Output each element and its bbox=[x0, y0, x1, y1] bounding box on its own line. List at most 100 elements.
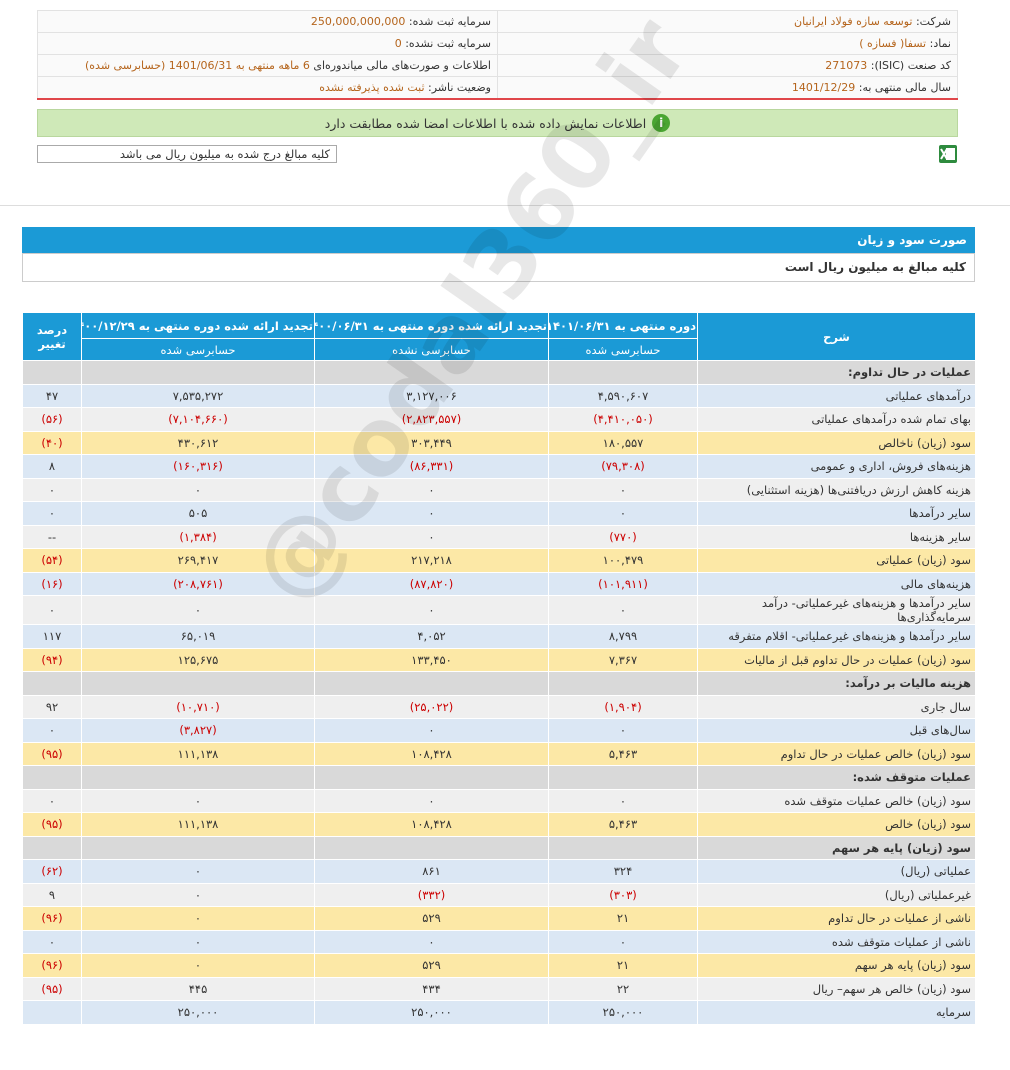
value-cell: ۰ bbox=[548, 501, 698, 526]
value-cell: ۰ bbox=[314, 788, 549, 813]
info-cell: شرکت: توسعه سازه فولاد ایرانیان bbox=[497, 10, 958, 33]
value-cell: ۰ bbox=[314, 595, 549, 625]
header-row: حسابرسی شده حسابرسی نشده حسابرسی شده bbox=[23, 338, 976, 361]
value-cell: (۲,۸۲۳,۵۵۷) bbox=[314, 407, 549, 432]
info-icon: i bbox=[652, 114, 671, 132]
value-cell: (۱۶۰,۳۱۶) bbox=[81, 454, 315, 479]
column-header: تجدید ارائه شده دوره منتهی به ۱۴۰۰/۰۶/۳۱ bbox=[314, 312, 549, 339]
column-header: تجدید ارائه شده دوره منتهی به ۱۴۰۰/۱۲/۲۹ bbox=[81, 312, 315, 339]
empty-cell bbox=[548, 765, 698, 790]
info-cell: سرمایه ثبت نشده: 0 bbox=[37, 32, 498, 55]
row-label: سال‌های قبل bbox=[697, 718, 976, 743]
data-row: سایر درآمدها و هزینه‌های غیرعملیاتی- درآ… bbox=[22, 595, 976, 625]
row-label: سود (زیان) خالص هر سهم– ریال bbox=[697, 976, 976, 1001]
value-cell: ۰ bbox=[314, 477, 549, 502]
info-label: سال مالی منتهی به: bbox=[858, 81, 951, 94]
excel-icon[interactable] bbox=[938, 144, 958, 164]
value-cell: ۰ bbox=[81, 859, 315, 884]
value-cell: ۵,۴۶۳ bbox=[548, 741, 698, 766]
info-value: تسفا( فسازه ) bbox=[859, 37, 927, 50]
info-value: 271073 bbox=[825, 59, 868, 72]
row-label: سود (زیان) پایه هر سهم bbox=[697, 953, 976, 978]
info-value: توسعه سازه فولاد ایرانیان bbox=[794, 15, 913, 28]
value-cell: (۷۹,۳۰۸) bbox=[548, 454, 698, 479]
row-label: غیرعملیاتی (ریال) bbox=[697, 882, 976, 907]
section-row: عملیات در حال تداوم: bbox=[22, 360, 976, 385]
change-cell: (۵۴) bbox=[22, 548, 82, 573]
value-cell: ۰ bbox=[548, 929, 698, 954]
change-cell: ۴۷ bbox=[22, 383, 82, 408]
row-label: سود (زیان) خالص bbox=[697, 812, 976, 837]
info-label: شرکت: bbox=[915, 15, 951, 28]
value-cell: ۰ bbox=[548, 718, 698, 743]
notice-bar: i اطلاعات نمایش داده شده با اطلاعات امضا … bbox=[37, 109, 958, 137]
info-value: 1401/12/29 bbox=[791, 81, 856, 94]
info-cell: نماد: تسفا( فسازه ) bbox=[497, 32, 958, 55]
row-label: ناشی از عملیات در حال تداوم bbox=[697, 906, 976, 931]
value-cell: ۰ bbox=[548, 788, 698, 813]
column-subheader: حسابرسی شده bbox=[548, 338, 698, 361]
value-cell: ۱۱۱,۱۳۸ bbox=[81, 741, 315, 766]
company-info: شرکت: توسعه سازه فولاد ایرانیان سرمایه ثب… bbox=[37, 10, 958, 100]
value-cell: (۱,۳۸۴) bbox=[81, 524, 315, 549]
row-label: سود (زیان) ناخالص bbox=[697, 430, 976, 455]
empty-cell bbox=[81, 360, 315, 385]
row-label: سود (زیان) خالص عملیات متوقف شده bbox=[697, 788, 976, 813]
empty-cell bbox=[314, 671, 549, 696]
value-cell: (۱,۹۰۴) bbox=[548, 694, 698, 719]
row-label: سایر درآمدها و هزینه‌های غیرعملیاتی- اقل… bbox=[697, 624, 976, 649]
value-cell: ۳۰۳,۴۴۹ bbox=[314, 430, 549, 455]
row-label: سرمایه bbox=[697, 1000, 976, 1025]
empty-cell bbox=[314, 765, 549, 790]
row-label: سایر درآمدها و هزینه‌های غیرعملیاتی- درآ… bbox=[697, 595, 976, 625]
change-cell: ۹ bbox=[22, 882, 82, 907]
value-cell: ۲۵۰,۰۰۰ bbox=[314, 1000, 549, 1025]
empty-cell bbox=[22, 1000, 82, 1025]
empty-cell bbox=[22, 835, 82, 860]
value-cell: ۵۲۹ bbox=[314, 953, 549, 978]
section-title: سود (زیان) پایه هر سهم bbox=[697, 835, 976, 860]
value-cell: ۱۰۸,۴۲۸ bbox=[314, 812, 549, 837]
value-cell: (۳,۸۲۷) bbox=[81, 718, 315, 743]
value-cell: ۰ bbox=[81, 906, 315, 931]
value-cell: ۴,۰۵۲ bbox=[314, 624, 549, 649]
row-label: سال جاری bbox=[697, 694, 976, 719]
change-cell: (۴۰) bbox=[22, 430, 82, 455]
row-label: هزینه‌های فروش، اداری و عمومی bbox=[697, 454, 976, 479]
data-row: هزینه‌های فروش، اداری و عمومی (۷۹,۳۰۸) (۸۶… bbox=[22, 454, 976, 479]
value-cell: ۱۸۰,۵۵۷ bbox=[548, 430, 698, 455]
value-cell: (۱۰,۷۱۰) bbox=[81, 694, 315, 719]
value-cell: (۳۳۲) bbox=[314, 882, 549, 907]
value-cell: ۲۱ bbox=[548, 953, 698, 978]
data-row: سال جاری (۱,۹۰۴) (۲۵,۰۲۲) (۱۰,۷۱۰) ۹۲ bbox=[22, 694, 976, 719]
section-row: عملیات متوقف شده: bbox=[22, 765, 976, 790]
value-cell: ۸,۷۹۹ bbox=[548, 624, 698, 649]
value-cell: ۸۶۱ bbox=[314, 859, 549, 884]
empty-cell bbox=[314, 835, 549, 860]
empty-cell bbox=[22, 765, 82, 790]
info-label: سرمایه ثبت نشده: bbox=[405, 37, 491, 50]
value-cell: ۳۲۴ bbox=[548, 859, 698, 884]
value-cell: ۴۴۵ bbox=[81, 976, 315, 1001]
value-cell: ۱۱۱,۱۳۸ bbox=[81, 812, 315, 837]
data-row: غیرعملیاتی (ریال) (۳۰۳) (۳۳۲) ۰ ۹ bbox=[22, 882, 976, 907]
row-label: هزینه‌های مالی bbox=[697, 571, 976, 596]
value-cell: ۰ bbox=[314, 501, 549, 526]
info-value: 6 ماهه منتهی به 1401/06/31 (حسابرسی شده) bbox=[84, 59, 310, 72]
info-label: اطلاعات و صورت‌های مالی میاندوره‌ای bbox=[313, 59, 491, 72]
value-cell: ۱۰۸,۴۲۸ bbox=[314, 741, 549, 766]
section-row: سود (زیان) پایه هر سهم bbox=[22, 835, 976, 860]
change-cell: ۰ bbox=[22, 929, 82, 954]
value-cell: ۰ bbox=[81, 882, 315, 907]
value-cell: ۶۵,۰۱۹ bbox=[81, 624, 315, 649]
info-label: سرمایه ثبت شده: bbox=[408, 15, 491, 28]
value-cell: ۱۰۰,۴۷۹ bbox=[548, 548, 698, 573]
value-cell: ۰ bbox=[81, 477, 315, 502]
change-cell: (۹۵) bbox=[22, 741, 82, 766]
empty-cell bbox=[314, 360, 549, 385]
info-label: وضعیت ناشر: bbox=[428, 81, 491, 94]
value-cell: ۰ bbox=[81, 788, 315, 813]
change-cell: ۰ bbox=[22, 477, 82, 502]
value-cell: (۳۰۳) bbox=[548, 882, 698, 907]
